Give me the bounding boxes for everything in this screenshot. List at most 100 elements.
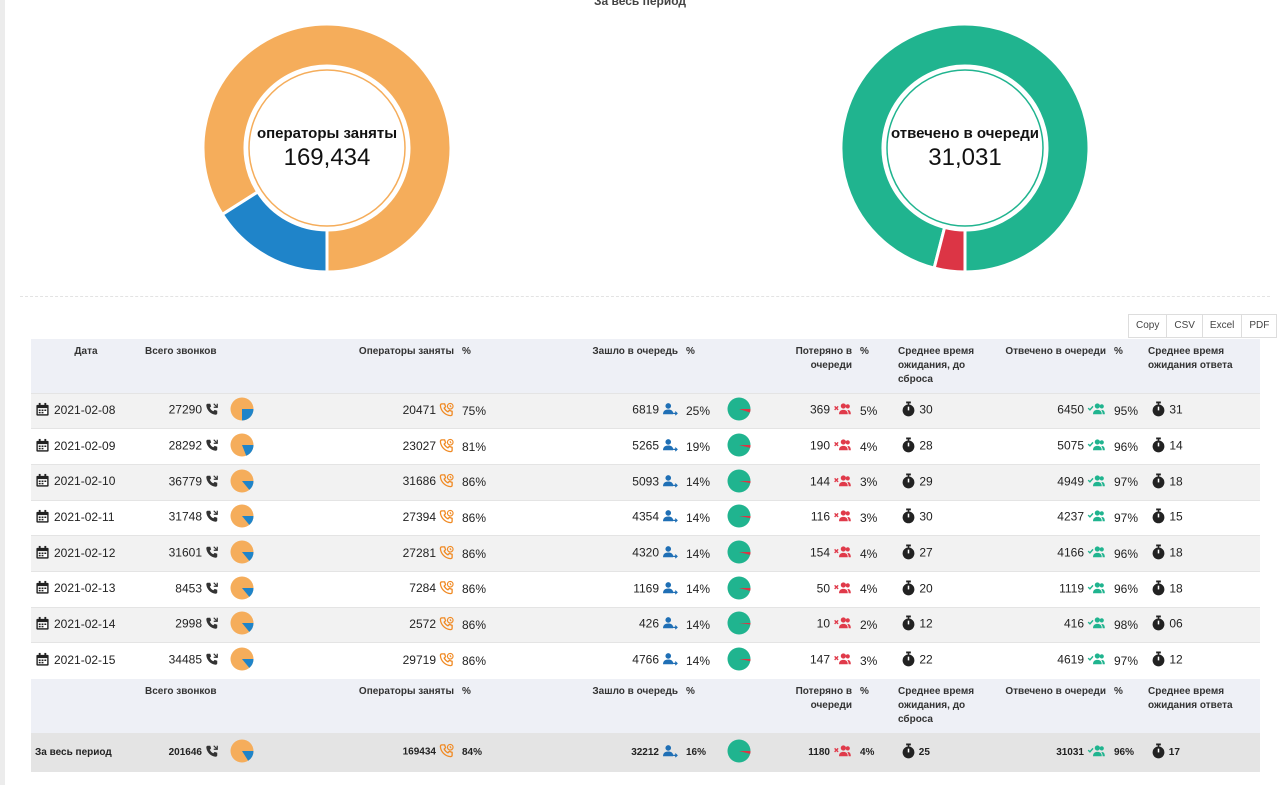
- busy-donut-value: 169,434: [283, 143, 371, 171]
- col-answered[interactable]: Отвечено в очереди: [1001, 339, 1110, 393]
- col-total[interactable]: Всего звонков: [141, 339, 223, 393]
- answered-donut-center: отвечено в очереди 31,031: [840, 23, 1090, 273]
- col-busy-pct[interactable]: %: [458, 339, 508, 393]
- busy-value: 2572: [409, 617, 436, 632]
- date-cell: 2021-02-08: [31, 392, 141, 429]
- col-lost-pct[interactable]: %: [856, 339, 894, 393]
- lost-pct-cell: 4%: [856, 570, 894, 608]
- users-answered-icon: [1087, 402, 1106, 419]
- busy-pct-cell: 75%: [458, 392, 508, 429]
- col-wait-drop[interactable]: Среднее время ожидания, до сброса: [894, 339, 1001, 393]
- table-row: 2021-02-12 31601 27281 86% 4320 14% 154 4% 27 41…: [31, 535, 1260, 572]
- date-text: 2021-02-14: [54, 617, 116, 632]
- busy-value: 27394: [402, 510, 436, 525]
- busy-mini-pie: [230, 576, 254, 603]
- table-body: 2021-02-08 27290 20471 75% 6819 25% 369 5% 30 64…: [31, 392, 1260, 679]
- answered-donut-label: отвечено в очереди: [890, 124, 1040, 142]
- stopwatch-icon: [1151, 544, 1166, 563]
- users-lost-icon: [833, 652, 852, 669]
- queue-value: 6819: [632, 403, 659, 418]
- queue-value: 426: [638, 617, 659, 632]
- wait-answer-value: 17: [1168, 746, 1180, 758]
- table-footer-header: Всего звонков Операторы заняты % Зашло в…: [31, 678, 1260, 733]
- wait-drop-cell: 12: [894, 606, 1001, 643]
- users-lost-icon: [833, 616, 852, 633]
- date-text: 2021-02-12: [54, 545, 116, 560]
- lost-value: 147: [809, 653, 830, 668]
- total-calls-cell: 31748: [141, 499, 223, 536]
- phone-calls-icon: [205, 545, 219, 562]
- total-calls-cell: 8453: [141, 570, 223, 608]
- total-calls-value: 31748: [168, 510, 202, 525]
- answered-pie-cell: [720, 570, 766, 608]
- users-answered-icon: [1087, 545, 1106, 562]
- col-answered-pct[interactable]: %: [1110, 339, 1144, 393]
- stopwatch-icon: [901, 401, 916, 420]
- total-calls-value: 31601: [168, 545, 202, 560]
- calendar-icon: [35, 473, 50, 491]
- answered-value: 6450: [1057, 403, 1084, 418]
- wait-answer-value: 18: [1169, 474, 1183, 489]
- busy-donut-rest-slice: [220, 189, 329, 273]
- queue-pct-cell: 14%: [682, 463, 720, 501]
- queue-pct-cell: 14%: [682, 499, 720, 536]
- stopwatch-icon: [1151, 473, 1166, 492]
- busy-cell: 27394: [263, 499, 458, 536]
- date-text: 2021-02-11: [54, 510, 115, 525]
- lost-value: 10: [816, 617, 830, 632]
- stopwatch-icon: [1151, 580, 1166, 599]
- busy-donut-inner-ring: [248, 69, 406, 227]
- answered-mini-pie: [727, 739, 751, 766]
- lost-cell: 1180: [766, 732, 856, 772]
- col-busy[interactable]: Операторы заняты: [263, 339, 458, 393]
- total-label: За весь период: [31, 732, 141, 772]
- col-date[interactable]: Дата: [31, 339, 141, 393]
- users-answered-icon: [1087, 509, 1106, 526]
- answered-cell: 4166: [1001, 535, 1110, 572]
- col-lost[interactable]: Потеряно в очереди: [766, 339, 856, 393]
- busy-pie-cell: [223, 428, 263, 465]
- csv-button[interactable]: CSV: [1166, 314, 1203, 338]
- foot-col-answered-pct: %: [1110, 678, 1144, 733]
- busy-mini-pie: [230, 540, 254, 567]
- lost-cell: 116: [766, 499, 856, 536]
- wait-drop-cell: 29: [894, 463, 1001, 501]
- stopwatch-icon: [901, 615, 916, 634]
- answered-mini-pie: [727, 469, 751, 496]
- queue-value: 32212: [631, 746, 659, 758]
- queue-value: 5093: [632, 474, 659, 489]
- answered-pct-cell: 97%: [1110, 642, 1144, 679]
- phone-calls-icon: [205, 402, 219, 419]
- phone-busy-icon: [439, 509, 454, 527]
- users-lost-icon: [833, 581, 852, 598]
- queue-pct-cell: 14%: [682, 535, 720, 572]
- answered-pie-cell: [720, 499, 766, 536]
- foot-col-answered: Отвечено в очереди: [1001, 678, 1110, 733]
- col-queue-pct[interactable]: %: [682, 339, 720, 393]
- col-queue[interactable]: Зашло в очередь: [508, 339, 682, 393]
- copy-button[interactable]: Copy: [1128, 314, 1168, 338]
- answered-pct-cell: 97%: [1110, 463, 1144, 501]
- excel-button[interactable]: Excel: [1201, 314, 1243, 338]
- phone-busy-icon: [439, 652, 454, 670]
- busy-cell: 27281: [263, 535, 458, 572]
- stopwatch-icon: [1151, 508, 1166, 527]
- col-wait-answer[interactable]: Среднее время ожидания ответа: [1144, 339, 1260, 393]
- users-lost-icon: [833, 438, 852, 455]
- wait-answer-value: 18: [1169, 545, 1183, 560]
- busy-pie-cell: [223, 570, 263, 608]
- lost-value: 190: [809, 438, 830, 453]
- pdf-button[interactable]: PDF: [1241, 314, 1278, 338]
- wait-answer-cell: 15: [1144, 499, 1260, 536]
- busy-value: 20471: [402, 403, 436, 418]
- answered-donut-rest-slice: [932, 225, 967, 273]
- phone-busy-icon: [439, 438, 454, 456]
- busy-mini-pie: [230, 397, 254, 424]
- answered-pie-cell: [720, 732, 766, 772]
- answered-pie-cell: [720, 392, 766, 429]
- lost-cell: 147: [766, 642, 856, 679]
- stopwatch-icon: [1151, 437, 1166, 456]
- total-calls-value: 2998: [175, 617, 202, 632]
- users-lost-icon: [833, 509, 852, 526]
- wait-drop-value: 12: [919, 617, 933, 632]
